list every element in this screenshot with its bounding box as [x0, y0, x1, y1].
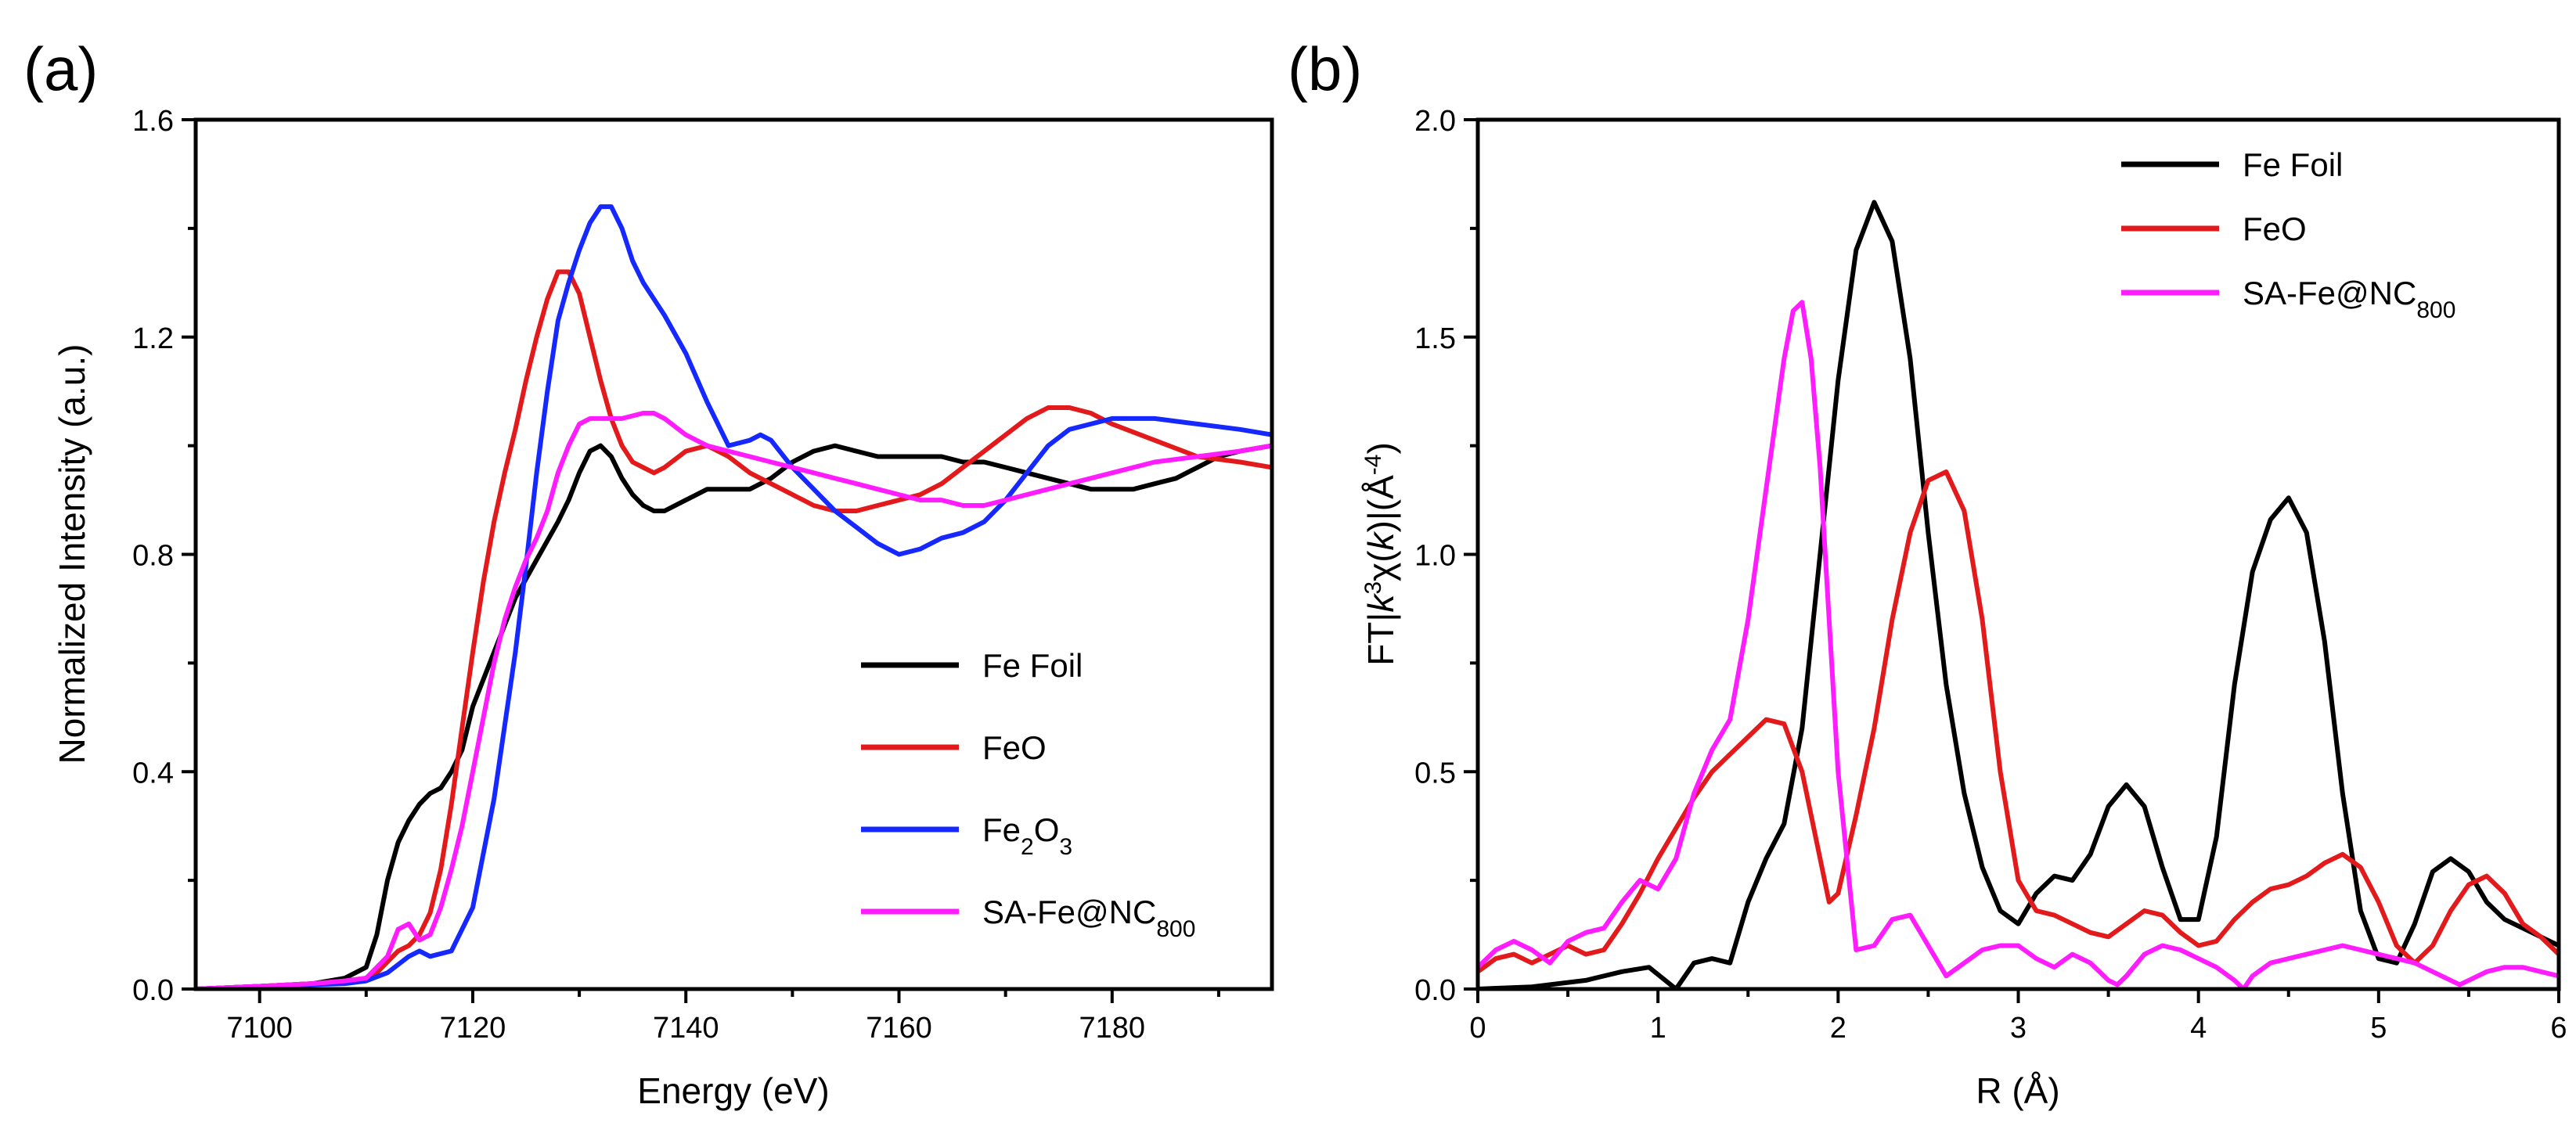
panel-a-ylabel: Normalized Intensity (a.u.) — [52, 344, 92, 764]
panel-a-xlabel: Energy (eV) — [637, 1070, 829, 1111]
panel-a-ticks: 7100 7120 7140 7160 7180 0.0 0.4 0.8 1.2 1.6 — [132, 105, 1220, 1045]
legend-label: Fe Foil — [982, 647, 1083, 684]
panel-b-ylabel: FT|k3χ(k)|(Å-4) — [1360, 442, 1402, 666]
panel-b-ylabel-k-exp: 3 — [1360, 581, 1386, 595]
y-tick-label: 0.5 — [1414, 757, 1456, 790]
series-line-fe2o3 — [196, 204, 1272, 989]
panel-a-series — [196, 204, 1272, 989]
panel-b-label: (b) — [1288, 34, 1362, 103]
x-tick-label: 4 — [2190, 1012, 2207, 1045]
x-tick-label: 6 — [2550, 1012, 2567, 1045]
legend-label: SA-Fe@NC800 — [2243, 275, 2455, 323]
series-line-fe-foil — [196, 443, 1272, 989]
legend-label: FeO — [982, 729, 1047, 766]
y-tick-label: 1.5 — [1414, 322, 1456, 355]
x-tick-label: 0 — [1469, 1012, 1486, 1045]
panel-b-series — [1478, 200, 2559, 989]
y-tick-label: 1.6 — [132, 105, 174, 138]
legend-label: FeO — [2243, 210, 2307, 247]
series-line-sa-fe-nc800 — [1478, 300, 2559, 989]
series-line-sa-fe-nc800 — [196, 411, 1272, 989]
y-tick-label: 0.0 — [132, 974, 174, 1007]
panel-b-ylabel-unit-close: ) — [1360, 442, 1401, 454]
panel-b: (b) 0 1 2 3 4 5 6 0.0 0.5 1.0 1.5 2.0 R (Å) FT|k3χ(… — [1288, 34, 2567, 1111]
x-tick-label: 1 — [1650, 1012, 1666, 1045]
x-tick-label: 5 — [2370, 1012, 2387, 1045]
y-tick-label: 1.0 — [1414, 540, 1456, 573]
legend-label: Fe2O3 — [982, 811, 1072, 860]
y-tick-label: 2.0 — [1414, 105, 1456, 138]
legend-label: Fe Foil — [2243, 146, 2343, 183]
x-tick-label: 7180 — [1079, 1012, 1146, 1045]
panel-b-frame — [1475, 117, 2561, 991]
panel-b-ylabel-unit: (Å — [1360, 475, 1401, 511]
panel-a-frame — [193, 117, 1274, 991]
series-line-feo — [196, 269, 1272, 989]
series-line-feo — [1478, 469, 2559, 974]
y-tick-label: 0.4 — [132, 757, 174, 790]
y-tick-label: 0.0 — [1414, 974, 1456, 1007]
panel-b-ylabel-ft: FT — [1360, 622, 1401, 666]
panel-a-label: (a) — [23, 34, 98, 103]
panel-b-ylabel-k2: k — [1360, 531, 1401, 550]
panel-a-legend: Fe Foil FeO Fe2O3 SA-Fe@NC800 — [861, 647, 1195, 942]
legend-label: SA-Fe@NC800 — [982, 894, 1195, 942]
y-tick-label: 1.2 — [132, 322, 174, 355]
panel-b-ticks: 0 1 2 3 4 5 6 0.0 0.5 1.0 1.5 2.0 — [1414, 105, 2567, 1045]
y-tick-label: 0.8 — [132, 540, 174, 573]
panel-b-ylabel-close: ) — [1360, 520, 1401, 532]
panel-b-legend: Fe Foil FeO SA-Fe@NC800 — [2121, 146, 2455, 323]
x-tick-label: 7120 — [440, 1012, 506, 1045]
series-line-fe-foil — [1478, 200, 2559, 989]
panel-a: (a) 7100 7120 7140 7160 71800.00.40.81.21.6 … — [23, 34, 1274, 1111]
x-tick-label: 7140 — [653, 1012, 719, 1045]
panel-b-ylabel-k: k — [1360, 593, 1401, 613]
x-tick-label: 7160 — [866, 1012, 932, 1045]
x-tick-label: 2 — [1830, 1012, 1846, 1045]
panel-b-xlabel: R (Å) — [1976, 1070, 2059, 1111]
panel-b-ylabel-unit-exp: -4 — [1360, 455, 1386, 476]
x-tick-label: 3 — [2010, 1012, 2027, 1045]
x-tick-label: 7100 — [226, 1012, 293, 1045]
panel-b-ylabel-chi: χ( — [1360, 550, 1401, 581]
